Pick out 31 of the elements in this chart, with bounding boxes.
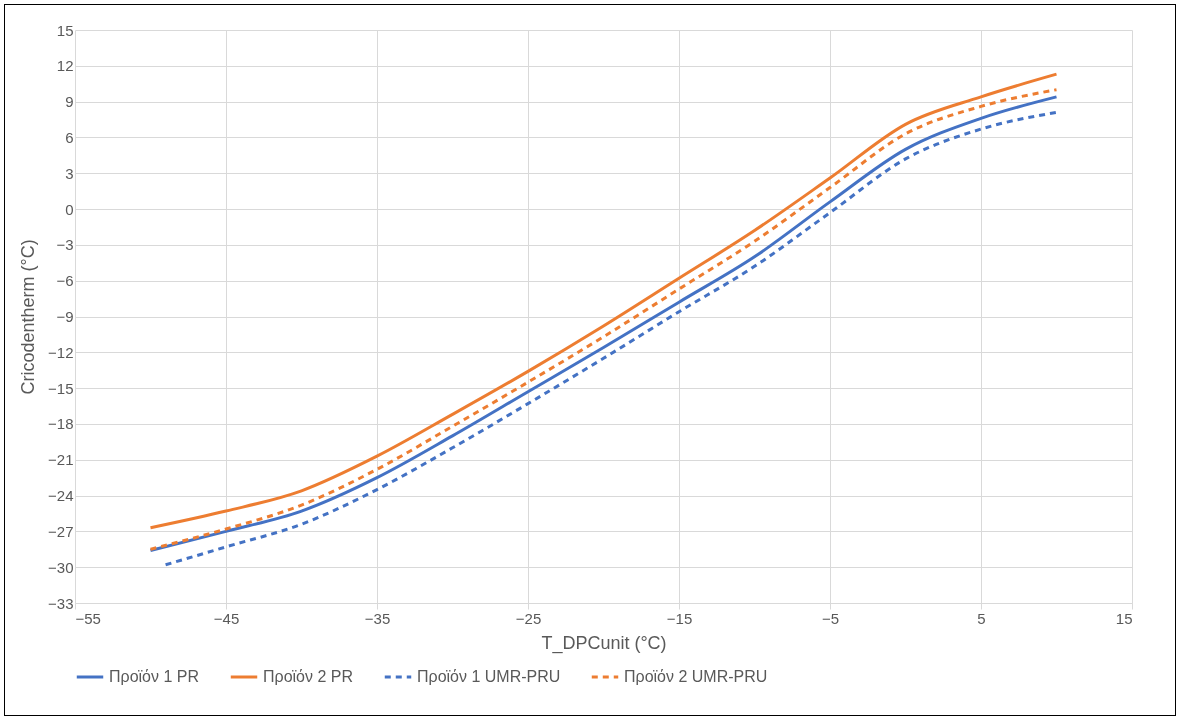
x-tick-label: −5: [821, 609, 840, 627]
legend-label: Προϊόν 2 UMR-PRU: [624, 668, 768, 685]
x-tick-label: 15: [1115, 609, 1133, 627]
x-tick-label: −55: [75, 609, 101, 627]
y-tick-label: −3: [56, 236, 74, 254]
x-tick-label: 5: [977, 609, 986, 627]
y-tick-label: −18: [48, 415, 74, 433]
x-tick-label: −15: [666, 609, 693, 627]
x-tick-label: −25: [515, 609, 542, 627]
y-tick-label: 6: [65, 128, 74, 146]
y-tick-label: 12: [56, 57, 74, 75]
y-tick-label: −30: [48, 558, 74, 576]
y-tick-label: −12: [48, 343, 74, 361]
y-tick-label: −24: [48, 487, 74, 505]
legend-label: Προϊόν 2 PR: [263, 668, 354, 685]
x-tick-label: −35: [364, 609, 391, 627]
y-tick-label: 9: [65, 93, 74, 111]
y-tick-label: −27: [48, 522, 74, 540]
y-tick-label: 3: [65, 164, 74, 182]
y-tick-label: −21: [48, 451, 74, 469]
x-tick-label: −45: [213, 609, 240, 627]
y-tick-label: −15: [48, 379, 74, 397]
y-tick-label: 15: [56, 21, 74, 39]
x-axis-title: T_DPCunit (°C): [541, 632, 667, 654]
legend-label: Προϊόν 1 PR: [109, 668, 200, 685]
y-tick-label: −33: [48, 594, 74, 612]
y-tick-label: −9: [56, 308, 74, 325]
y-tick-label: −6: [56, 272, 74, 290]
legend-label: Προϊόν 1 UMR-PRU: [417, 668, 561, 685]
y-axis-title: Cricodentherm (°C): [18, 239, 39, 395]
y-tick-label: 0: [65, 200, 74, 218]
